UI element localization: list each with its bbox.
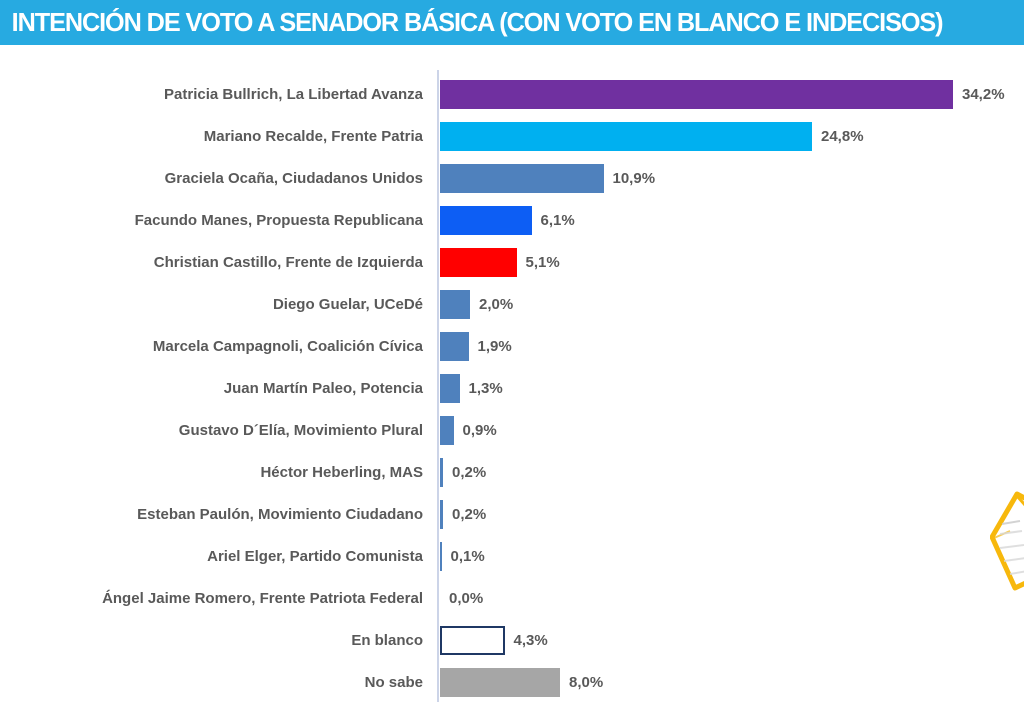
bar — [440, 625, 505, 655]
bar — [440, 499, 443, 529]
category-label: Juan Martín Paleo, Potencia — [223, 379, 423, 397]
chart-row: Esteban Paulón, Movimiento Ciudadano 0,2% — [0, 493, 1024, 535]
bar — [440, 457, 443, 487]
category-label: Facundo Manes, Propuesta Republicana — [134, 211, 423, 229]
category-label: Patricia Bullrich, La Libertad Avanza — [164, 85, 423, 103]
title-bar: INTENCIÓN DE VOTO A SENADOR BÁSICA (CON … — [0, 0, 1024, 45]
bar-cell: 4,3% — [440, 625, 1024, 655]
category-label: Mariano Recalde, Frente Patria — [203, 127, 423, 145]
bar — [440, 205, 532, 235]
category-label: No sabe — [364, 673, 423, 691]
value-label: 6,1% — [540, 211, 575, 229]
chart-row: Gustavo D´Elía, Movimiento Plural 0,9% — [0, 409, 1024, 451]
chart-title: INTENCIÓN DE VOTO A SENADOR BÁSICA (CON … — [11, 7, 944, 37]
category-label: Esteban Paulón, Movimiento Ciudadano — [137, 505, 423, 523]
chart-row: Christian Castillo, Frente de Izquierda 5… — [0, 241, 1024, 283]
bar — [440, 667, 560, 697]
value-label: 0,1% — [450, 547, 485, 565]
chart-row: Marcela Campagnoli, Coalición Cívica 1,9% — [0, 325, 1024, 367]
bar — [440, 247, 517, 277]
chart-row: Graciela Ocaña, Ciudadanos Unidos 10,9% — [0, 157, 1024, 199]
value-label: 34,2% — [962, 85, 1005, 103]
category-label: Ariel Elger, Partido Comunista — [207, 547, 423, 565]
category-label: Diego Guelar, UCeDé — [272, 295, 423, 313]
partial-badge-logo — [990, 491, 1024, 591]
chart-row: Patricia Bullrich, La Libertad Avanza 34,… — [0, 73, 1024, 115]
category-label: Gustavo D´Elía, Movimiento Plural — [178, 421, 423, 439]
value-label: 5,1% — [525, 253, 560, 271]
chart-row: Ángel Jaime Romero, Frente Patriota Fede… — [0, 577, 1024, 619]
value-label: 1,3% — [468, 379, 503, 397]
bar — [440, 289, 470, 319]
bar-cell: 1,3% — [440, 373, 1024, 403]
bar-cell: 6,1% — [440, 205, 1024, 235]
category-axis-line — [437, 70, 439, 702]
bar-cell: 0,2% — [440, 457, 1024, 487]
bar — [440, 541, 442, 571]
bar-cell: 1,9% — [440, 331, 1024, 361]
chart-row: Diego Guelar, UCeDé 2,0% — [0, 283, 1024, 325]
bar-cell: 8,0% — [440, 667, 1024, 697]
category-label: Héctor Heberling, MAS — [260, 463, 423, 481]
chart-row: Héctor Heberling, MAS 0,2% — [0, 451, 1024, 493]
chart-row: En blanco 4,3% — [0, 619, 1024, 661]
value-label: 4,3% — [513, 631, 548, 649]
category-label: En blanco — [351, 631, 423, 649]
chart-row: Juan Martín Paleo, Potencia 1,3% — [0, 367, 1024, 409]
bar-cell: 24,8% — [440, 121, 1024, 151]
value-label: 24,8% — [821, 127, 864, 145]
bar — [440, 415, 454, 445]
bar — [440, 121, 812, 151]
category-label: Graciela Ocaña, Ciudadanos Unidos — [164, 169, 423, 187]
bar-cell: 34,2% — [440, 79, 1024, 109]
value-label: 0,9% — [462, 421, 497, 439]
category-label: Marcela Campagnoli, Coalición Cívica — [152, 337, 423, 355]
bar-cell: 2,0% — [440, 289, 1024, 319]
bar — [440, 331, 469, 361]
bar-cell: 0,2% — [440, 499, 1024, 529]
bar-cell: 10,9% — [440, 163, 1024, 193]
bar-cell: 0,1% — [440, 541, 1024, 571]
bar-chart: Patricia Bullrich, La Libertad Avanza 34,… — [0, 73, 1024, 703]
bar — [440, 163, 604, 193]
chart-row: Facundo Manes, Propuesta Republicana 6,1% — [0, 199, 1024, 241]
category-label: Ángel Jaime Romero, Frente Patriota Fede… — [102, 589, 423, 607]
bar-cell: 0,9% — [440, 415, 1024, 445]
bar — [440, 79, 953, 109]
bar — [440, 373, 460, 403]
chart-row: Mariano Recalde, Frente Patria 24,8% — [0, 115, 1024, 157]
chart-row: Ariel Elger, Partido Comunista 0,1% — [0, 535, 1024, 577]
category-label: Christian Castillo, Frente de Izquierda — [153, 253, 423, 271]
value-label: 0,2% — [452, 463, 487, 481]
value-label: 10,9% — [612, 169, 656, 187]
bar-cell: 5,1% — [440, 247, 1024, 277]
value-label: 2,0% — [479, 295, 514, 313]
chart-row: No sabe 8,0% — [0, 661, 1024, 703]
value-label: 0,0% — [449, 589, 484, 607]
value-label: 1,9% — [477, 337, 512, 355]
value-label: 0,2% — [452, 505, 487, 523]
value-label: 8,0% — [569, 673, 604, 691]
bar-cell: 0,0% — [440, 590, 1024, 607]
